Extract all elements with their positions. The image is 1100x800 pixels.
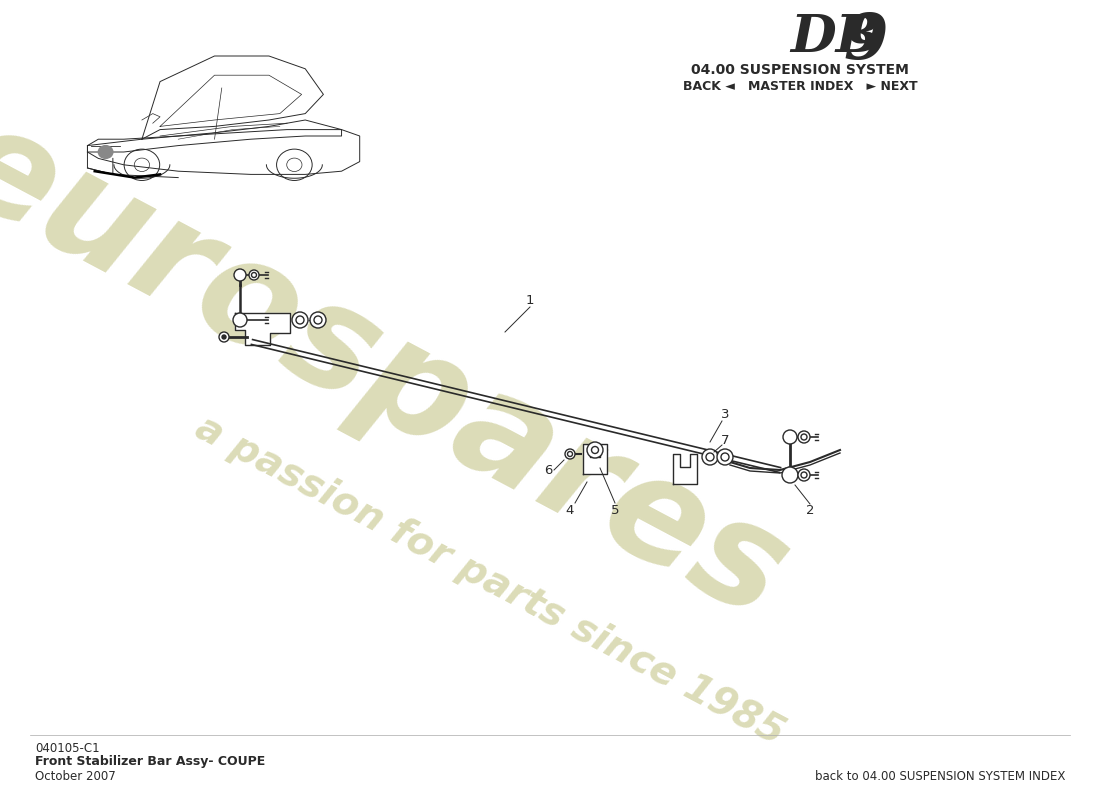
Text: 3: 3 bbox=[720, 409, 729, 422]
Circle shape bbox=[292, 312, 308, 328]
Circle shape bbox=[702, 449, 718, 465]
Text: Front Stabilizer Bar Assy- COUPE: Front Stabilizer Bar Assy- COUPE bbox=[35, 755, 265, 769]
Circle shape bbox=[798, 469, 810, 481]
Polygon shape bbox=[673, 454, 697, 484]
Circle shape bbox=[310, 312, 326, 328]
Circle shape bbox=[296, 316, 304, 324]
Text: 1: 1 bbox=[526, 294, 535, 306]
Polygon shape bbox=[87, 120, 341, 152]
Text: October 2007: October 2007 bbox=[35, 770, 116, 783]
Circle shape bbox=[222, 335, 226, 339]
Circle shape bbox=[233, 313, 248, 327]
Circle shape bbox=[592, 446, 598, 454]
Circle shape bbox=[234, 269, 246, 281]
Circle shape bbox=[798, 431, 810, 443]
Text: 6: 6 bbox=[543, 463, 552, 477]
Text: back to 04.00 SUSPENSION SYSTEM INDEX: back to 04.00 SUSPENSION SYSTEM INDEX bbox=[815, 770, 1065, 783]
Polygon shape bbox=[583, 444, 607, 474]
Text: a passion for parts since 1985: a passion for parts since 1985 bbox=[189, 408, 791, 752]
Circle shape bbox=[720, 453, 729, 461]
Text: 4: 4 bbox=[565, 503, 574, 517]
Circle shape bbox=[98, 146, 113, 158]
Text: 2: 2 bbox=[805, 503, 814, 517]
Circle shape bbox=[565, 449, 575, 459]
Circle shape bbox=[252, 273, 256, 278]
Text: 5: 5 bbox=[610, 503, 619, 517]
Polygon shape bbox=[142, 56, 323, 139]
Circle shape bbox=[249, 270, 258, 280]
Polygon shape bbox=[235, 313, 290, 345]
Circle shape bbox=[568, 451, 572, 457]
Circle shape bbox=[587, 442, 603, 458]
Circle shape bbox=[801, 472, 807, 478]
Circle shape bbox=[782, 467, 797, 483]
Text: BACK ◄   MASTER INDEX   ► NEXT: BACK ◄ MASTER INDEX ► NEXT bbox=[683, 79, 917, 93]
Text: 040105-C1: 040105-C1 bbox=[35, 742, 100, 754]
Text: 7: 7 bbox=[720, 434, 729, 446]
Text: DB: DB bbox=[790, 13, 880, 63]
Text: eurospares: eurospares bbox=[0, 91, 811, 649]
Circle shape bbox=[219, 332, 229, 342]
Text: 04.00 SUSPENSION SYSTEM: 04.00 SUSPENSION SYSTEM bbox=[691, 63, 909, 77]
Circle shape bbox=[783, 430, 798, 444]
Text: 9: 9 bbox=[843, 11, 888, 73]
Circle shape bbox=[706, 453, 714, 461]
Circle shape bbox=[801, 434, 807, 440]
Circle shape bbox=[314, 316, 322, 324]
Circle shape bbox=[717, 449, 733, 465]
